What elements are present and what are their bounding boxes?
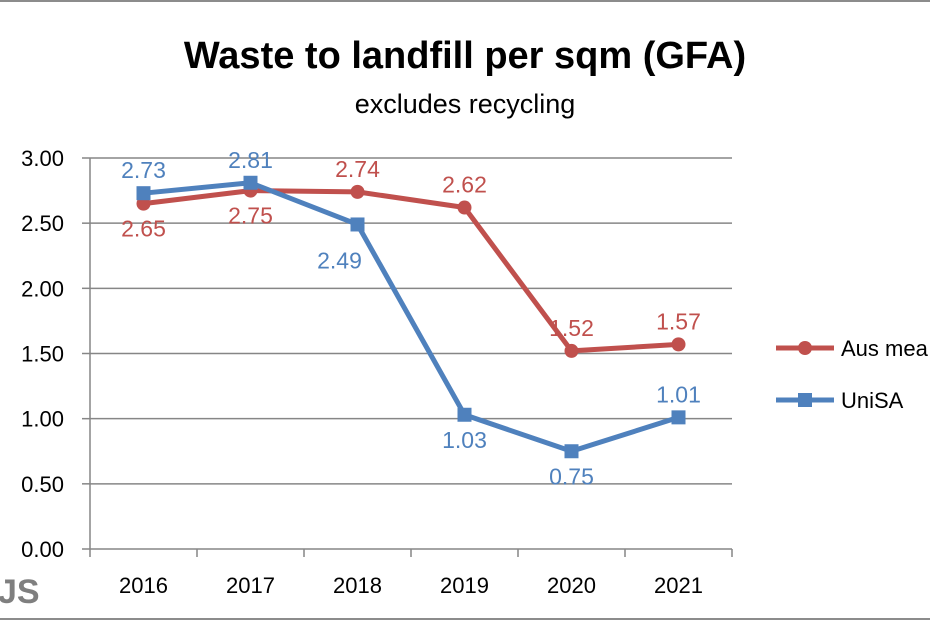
legend-label: Aus mea xyxy=(841,336,929,361)
x-tick-label: 2018 xyxy=(333,573,382,598)
data-point xyxy=(350,217,365,232)
data-label: 2.73 xyxy=(121,157,166,183)
series-group xyxy=(136,175,686,459)
y-tick-label: 0.00 xyxy=(21,537,64,562)
x-tick-label: 2017 xyxy=(226,573,275,598)
legend-marker xyxy=(798,341,812,355)
data-point xyxy=(564,444,579,459)
chart-title: Waste to landfill per sqm (GFA) xyxy=(184,35,746,77)
x-tick-label: 2020 xyxy=(547,573,596,598)
data-point xyxy=(671,410,686,425)
y-tick-label: 2.50 xyxy=(21,211,64,236)
y-tick-label: 3.00 xyxy=(21,146,64,171)
data-point xyxy=(136,186,151,201)
y-tick-label: 1.50 xyxy=(21,342,64,367)
series-line xyxy=(143,180,680,454)
data-label: 2.49 xyxy=(317,247,362,273)
gridlines xyxy=(90,157,732,485)
data-point xyxy=(457,407,472,422)
corner-text: JS xyxy=(0,573,40,611)
data-label: 1.57 xyxy=(656,308,701,334)
data-point xyxy=(243,175,258,190)
data-label: 2.74 xyxy=(335,156,380,182)
legend: Aus mea UniSA xyxy=(776,336,929,413)
x-tick-label: 2021 xyxy=(654,573,703,598)
data-label: 2.81 xyxy=(228,147,273,173)
axes: 0.00 0.50 1.00 1.50 2.00 2.50 3.00 2016 2017 2018… xyxy=(21,146,733,598)
data-label: 2.75 xyxy=(228,203,273,229)
legend-marker xyxy=(798,393,812,407)
legend-label: UniSA xyxy=(841,388,904,413)
x-tick-label: 2016 xyxy=(119,573,168,598)
data-point xyxy=(350,184,365,199)
chart-subtitle: excludes recycling xyxy=(355,89,576,119)
data-label: 2.62 xyxy=(442,172,487,198)
data-label: 1.01 xyxy=(656,381,701,407)
data-point xyxy=(564,343,579,358)
y-tick-label: 2.00 xyxy=(21,276,64,301)
data-point xyxy=(457,200,472,215)
data-labels: 2.65 2.75 2.74 2.62 1.52 1.57 2.73 2.81 2.49 1.03… xyxy=(121,147,701,489)
data-label: 2.65 xyxy=(121,216,166,242)
series-line xyxy=(143,188,679,354)
x-tick-label: 2019 xyxy=(440,573,489,598)
data-label: 1.52 xyxy=(549,315,594,341)
data-label: 0.75 xyxy=(549,463,594,489)
data-label: 1.03 xyxy=(442,427,487,453)
y-tick-label: 0.50 xyxy=(21,472,64,497)
data-point xyxy=(671,337,686,352)
y-tick-label: 1.00 xyxy=(21,407,64,432)
